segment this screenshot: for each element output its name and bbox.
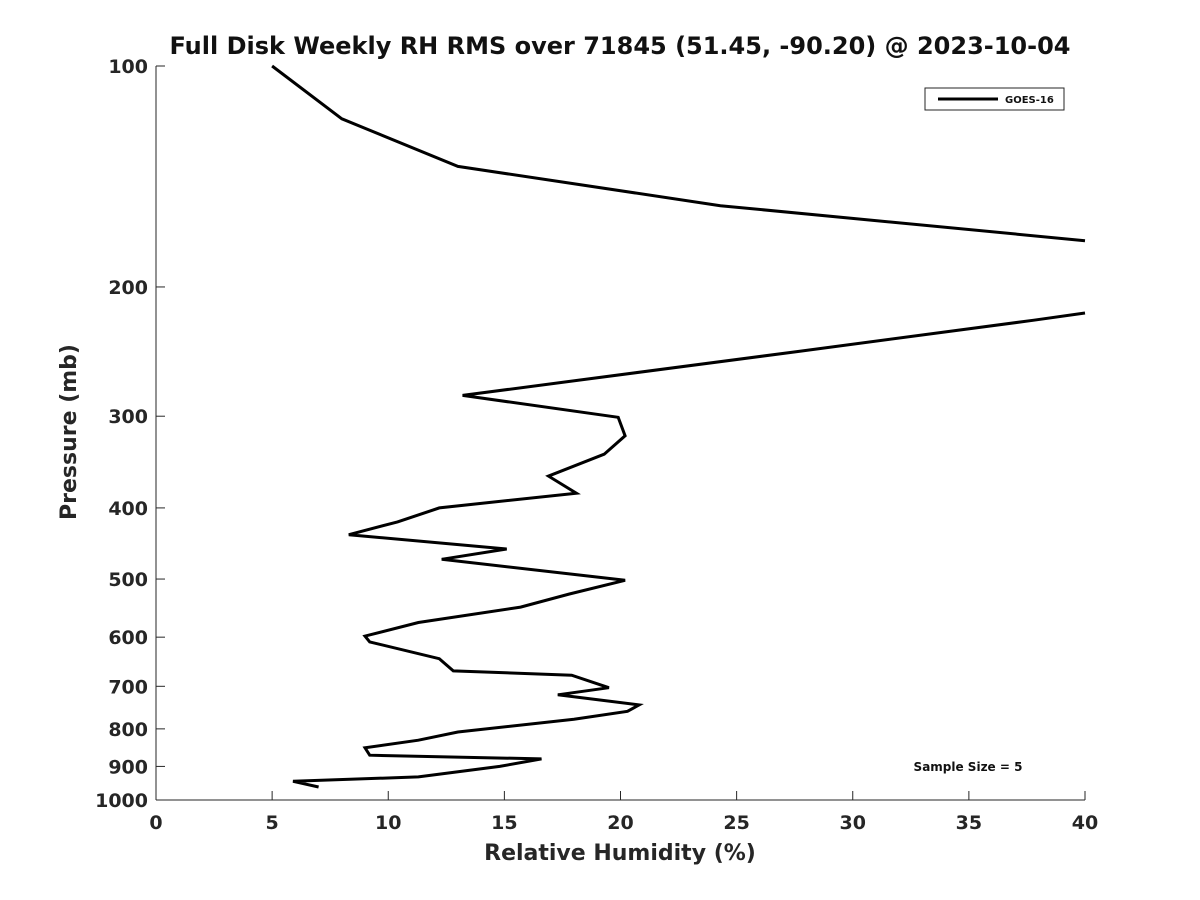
legend-label: GOES-16 (1005, 95, 1054, 106)
y-tick-label: 300 (108, 406, 148, 428)
series-group (271, 64, 1086, 789)
x-tick-label: 0 (149, 812, 162, 834)
sample-size-annotation: Sample Size = 5 (914, 760, 1023, 774)
y-tick-label: 200 (108, 277, 148, 299)
x-tick-label: 40 (1072, 812, 1098, 834)
y-tick-label: 600 (108, 627, 148, 649)
x-tick-label: 35 (956, 812, 982, 834)
x-tick-label: 15 (491, 812, 517, 834)
y-tick-label: 500 (108, 569, 148, 591)
y-tick-label: 700 (108, 676, 148, 698)
x-axis-ticks: 0 5 10 15 20 25 30 35 40 (149, 791, 1098, 834)
plot-area: 0 5 10 15 20 25 30 35 40 100 200 300 400 500 600 700 80… (95, 56, 1098, 834)
series-line-segment-2 (292, 311, 1086, 789)
x-tick-label: 10 (375, 812, 401, 834)
y-tick-label: 1000 (95, 790, 148, 812)
y-tick-label: 900 (108, 756, 148, 778)
x-tick-label: 20 (607, 812, 633, 834)
y-axis-label: Pressure (mb) (57, 344, 82, 520)
legend: GOES-16 (924, 87, 1065, 111)
y-axis-ticks: 100 200 300 400 500 600 700 800 900 1000 (95, 56, 165, 812)
y-tick-label: 400 (108, 498, 148, 520)
chart-title: Full Disk Weekly RH RMS over 71845 (51.4… (169, 32, 1070, 60)
x-tick-label: 30 (840, 812, 866, 834)
y-tick-label: 800 (108, 719, 148, 741)
x-tick-label: 5 (266, 812, 279, 834)
x-tick-label: 25 (723, 812, 749, 834)
x-axis-label: Relative Humidity (%) (484, 841, 756, 866)
series-line-segment-1 (271, 64, 1086, 243)
y-tick-label: 100 (108, 56, 148, 78)
